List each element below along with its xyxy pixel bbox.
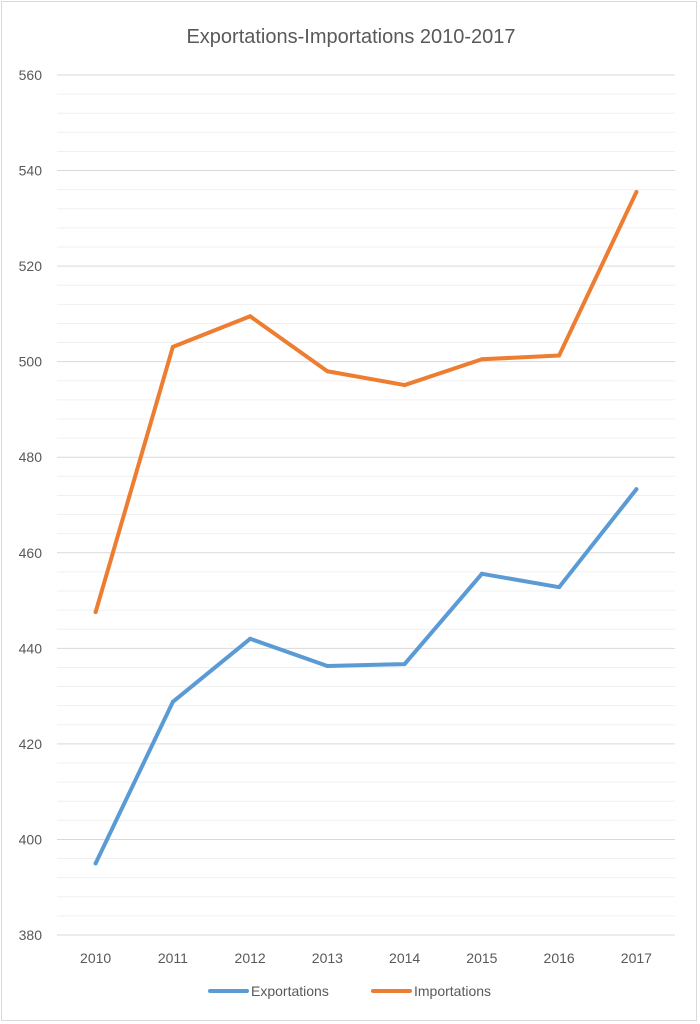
data-point-exportations: [634, 487, 639, 492]
x-tick-label: 2010: [80, 950, 111, 966]
data-point-importations: [170, 344, 175, 349]
y-tick-label: 480: [19, 449, 43, 465]
y-tick-label: 500: [19, 354, 43, 370]
legend-label-importations: Importations: [414, 983, 491, 999]
x-tick-label: 2012: [235, 950, 266, 966]
y-tick-label: 520: [19, 258, 43, 274]
x-tick-label: 2015: [466, 950, 497, 966]
data-point-importations: [479, 357, 484, 362]
data-point-importations: [402, 383, 407, 388]
x-tick-label: 2011: [158, 950, 188, 966]
data-point-importations: [325, 369, 330, 374]
series-line-importations: [93, 190, 639, 615]
y-tick-label: 560: [19, 67, 43, 83]
x-axis-tick-labels: 2010 2011 2012 2013 2014 2015 2016 2017: [80, 950, 652, 966]
y-tick-label: 420: [19, 736, 43, 752]
data-point-exportations: [325, 664, 330, 669]
legend-label-exportations: Exportations: [251, 983, 329, 999]
data-point-exportations: [248, 636, 253, 641]
y-tick-label: 460: [19, 545, 43, 561]
data-point-exportations: [93, 861, 98, 866]
major-gridlines: [57, 74, 675, 936]
series-line-exportations: [93, 487, 639, 866]
legend: Exportations Importations: [208, 983, 491, 999]
y-tick-label: 540: [19, 163, 43, 179]
minor-gridlines: [57, 93, 675, 917]
data-point-importations: [557, 353, 562, 358]
data-point-importations: [248, 314, 253, 319]
data-point-importations: [634, 190, 639, 195]
x-tick-label: 2017: [621, 950, 652, 966]
y-tick-label: 400: [19, 831, 43, 847]
y-tick-label: 440: [19, 640, 43, 656]
data-point-exportations: [557, 585, 562, 590]
chart-title: Exportations-Importations 2010-2017: [186, 26, 515, 48]
y-axis-tick-labels: 380 400 420 440 460 480 500 520 540 560: [19, 67, 43, 943]
data-point-importations: [93, 610, 98, 615]
data-point-exportations: [170, 699, 175, 704]
x-tick-label: 2014: [389, 950, 420, 966]
y-tick-label: 380: [19, 927, 43, 943]
x-tick-label: 2013: [312, 950, 343, 966]
series-lines: [93, 190, 639, 866]
data-point-exportations: [402, 662, 407, 667]
x-tick-label: 2016: [544, 950, 575, 966]
data-point-exportations: [479, 571, 484, 576]
